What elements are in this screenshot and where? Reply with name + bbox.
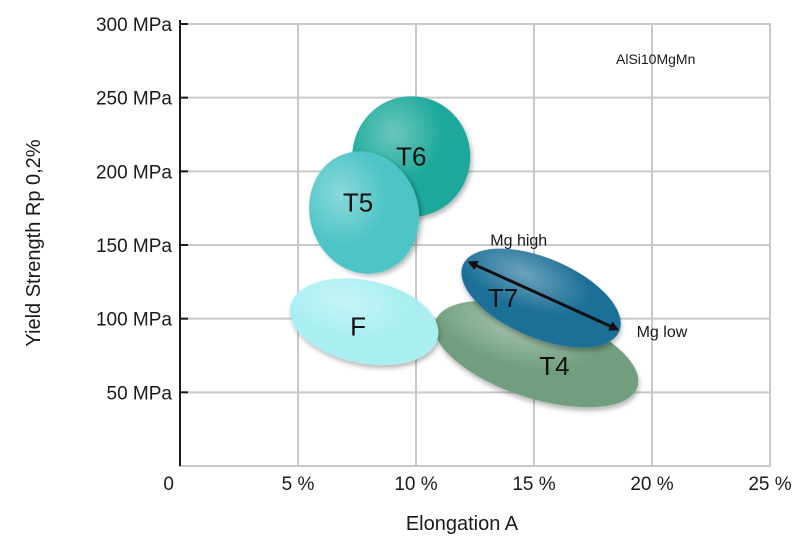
y-tick-label-5: 300 MPa <box>96 15 172 36</box>
heat-treatment-regions: T4 T6 T5 F T7 <box>289 96 639 408</box>
region-t4-label: T4 <box>539 351 569 381</box>
region-t5-highlight <box>309 151 420 274</box>
grid <box>179 20 771 467</box>
x-tick-label-2: 10 % <box>394 474 437 495</box>
region-t5: T5 <box>309 151 420 274</box>
region-f: F <box>289 278 439 365</box>
y-tick-label-4: 250 MPa <box>96 89 172 110</box>
x-axis-label: Elongation A <box>406 513 519 535</box>
region-t7-label: T7 <box>488 283 518 313</box>
region-f-highlight <box>289 278 439 365</box>
y-tick-label-3: 200 MPa <box>96 162 172 183</box>
x-tick-label-3: 15 % <box>512 474 555 495</box>
y-axis-label: Yield Strength Rp 0,2% <box>23 139 45 346</box>
mg-arrow <box>467 261 620 331</box>
mg-arrow-group: Mg high Mg low <box>467 233 688 341</box>
x-tick-label-1: 5 % <box>282 474 315 495</box>
axis-ticks: 50 MPa 100 MPa 150 MPa 200 MPa 250 MPa 300 MP… <box>96 15 792 495</box>
alloy-label: AlSi10MgMn <box>616 51 695 67</box>
y-tick-label-1: 100 MPa <box>96 310 172 331</box>
mg-high-label: Mg high <box>490 233 547 250</box>
y-tick-label-2: 150 MPa <box>96 236 172 257</box>
region-t6-label: T6 <box>396 142 426 172</box>
x-tick-label-4: 20 % <box>630 474 673 495</box>
region-t5-label: T5 <box>343 188 373 218</box>
y-tick-label-0: 50 MPa <box>107 383 173 404</box>
mg-low-label: Mg low <box>637 324 688 341</box>
region-f-label: F <box>350 312 366 342</box>
x-tick-label-0: 0 <box>163 474 174 495</box>
x-tick-label-5: 25 % <box>748 474 791 495</box>
